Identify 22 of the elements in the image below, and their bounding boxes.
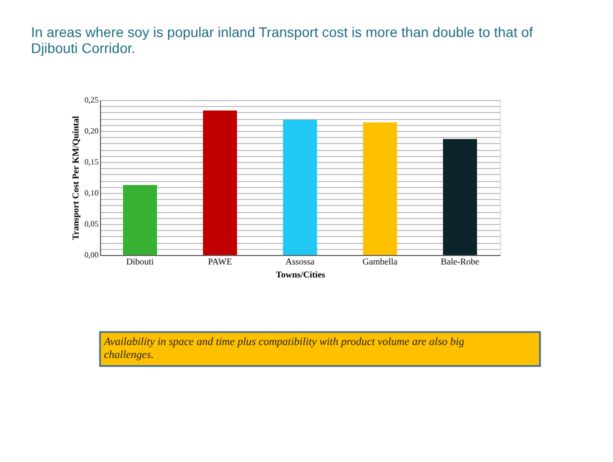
y-tick-label: 0,25 [84, 96, 98, 104]
x-tick-label: Gambella [362, 256, 398, 266]
bar [283, 120, 317, 255]
x-tick-label: Assossa [285, 256, 315, 266]
x-tick-label: Dibouti [126, 256, 154, 266]
y-tick-label: 0,05 [84, 220, 98, 228]
text: Djibouti Corridor. [31, 40, 136, 56]
x-tick-label: PAWE [208, 256, 232, 266]
text: Availability in space and time plus compatibility with product volume are also big [104, 336, 464, 348]
y-tick-label: 0,10 [84, 188, 98, 198]
bar [363, 122, 397, 255]
y-tick-label: 0,20 [84, 126, 98, 136]
bar [443, 139, 477, 255]
bar [203, 110, 237, 255]
x-tick-label: Bale-Robe [440, 256, 480, 266]
y-axis-title: Transport Cost Per KM/Quintal [70, 116, 80, 240]
bar [123, 184, 157, 255]
text: challenges. [104, 349, 154, 361]
y-tick-label: 0,00 [84, 250, 98, 260]
text: In areas where soy is popular inland Transport cost is more than double to that of [31, 24, 533, 40]
y-tick-label: 0,15 [84, 158, 98, 166]
x-axis-title: Towns/Cities [276, 270, 326, 280]
